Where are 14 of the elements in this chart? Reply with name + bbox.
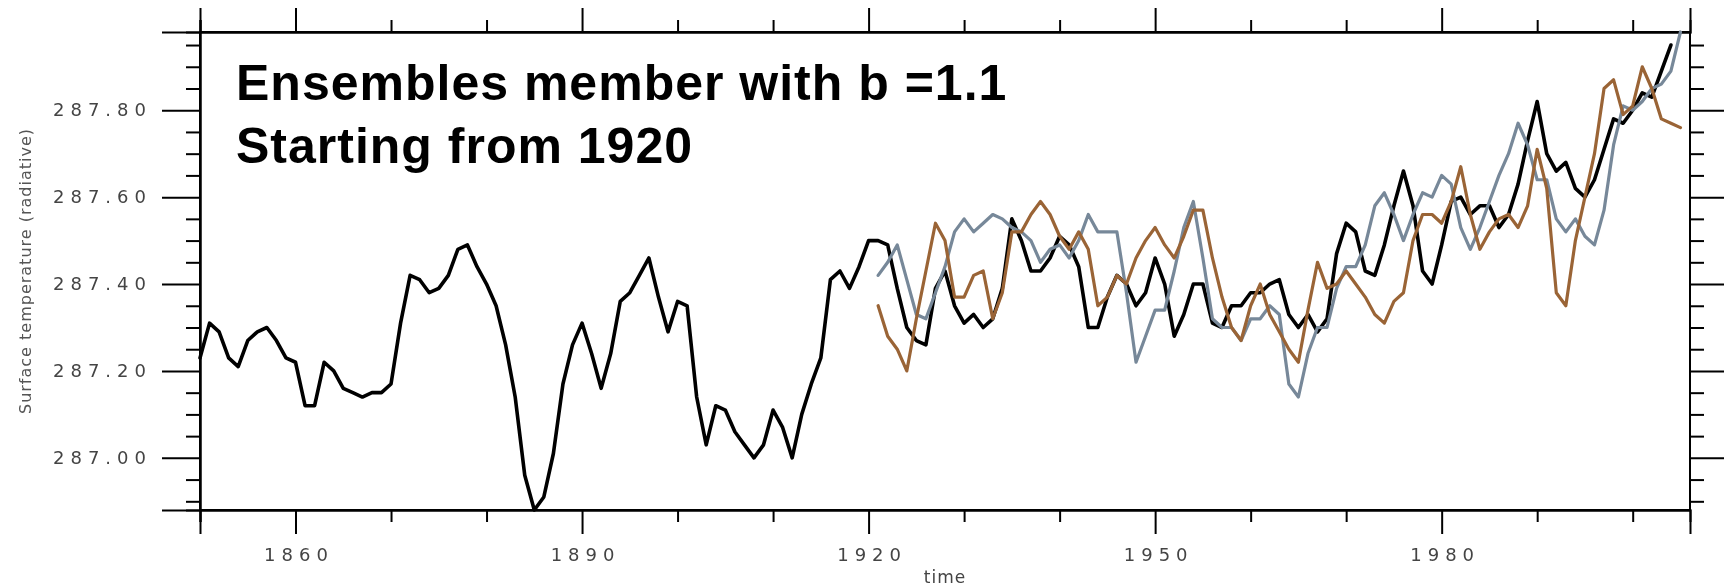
x-tick-label: 1860 (264, 543, 334, 565)
x-tick-label: 1950 (1123, 543, 1194, 565)
annotation: Starting from 1920 (236, 118, 694, 174)
y-tick-label: 287.60 (53, 186, 152, 208)
x-tick-label: 1890 (550, 543, 621, 565)
y-axis-title: Surface temperature (radiative) (16, 128, 35, 414)
x-tick-label: 1920 (837, 543, 907, 565)
y-tick-label: 287.40 (53, 273, 152, 295)
x-axis-title: time (923, 567, 967, 587)
y-tick-label: 287.00 (53, 447, 152, 469)
y-tick-label: 287.80 (53, 99, 152, 121)
x-tick-label: 1980 (1410, 543, 1481, 565)
y-tick-label: 287.20 (53, 360, 152, 382)
annotation: Ensembles member with b =1.1 (236, 55, 1008, 111)
